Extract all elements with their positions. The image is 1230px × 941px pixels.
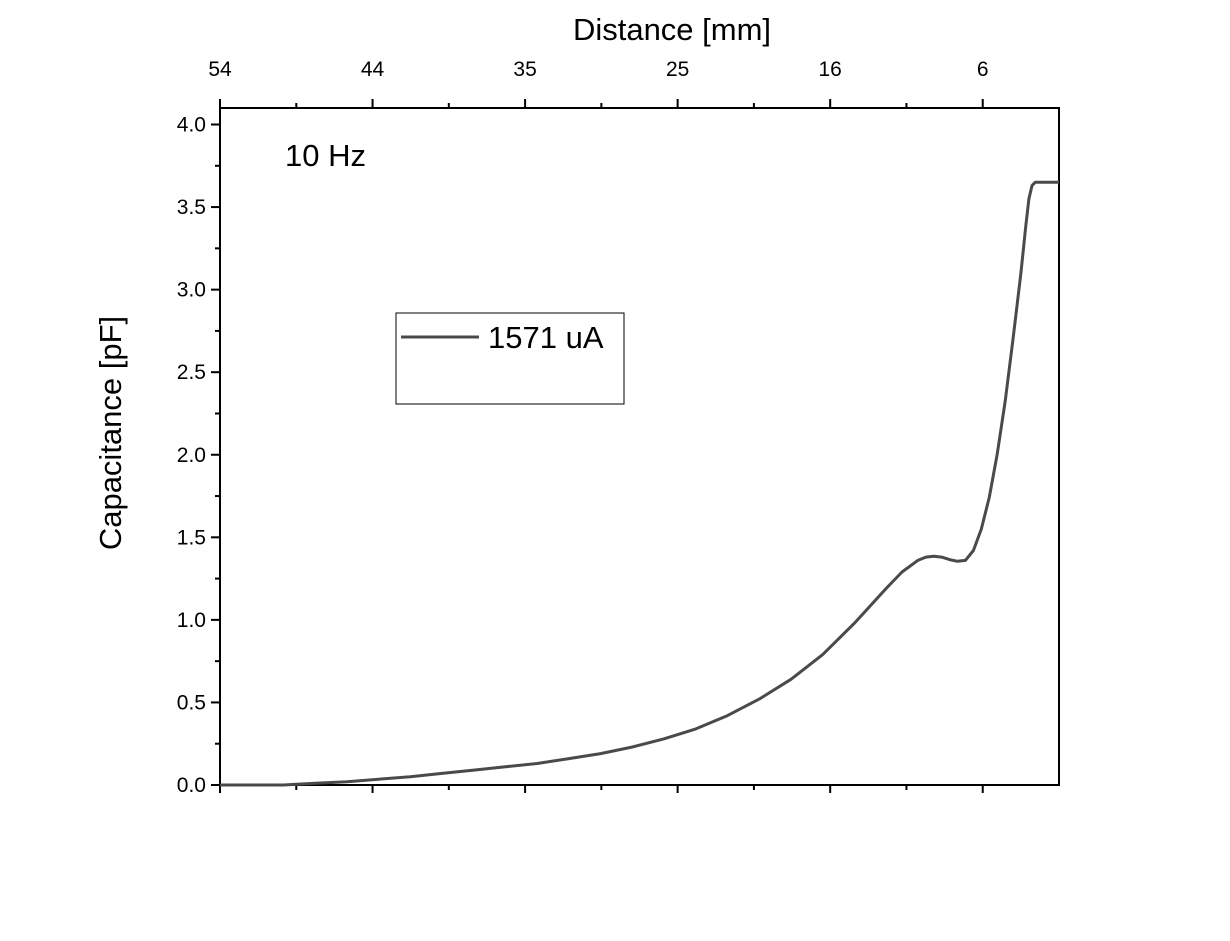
x-axis-title: Distance [mm]	[573, 12, 771, 47]
legend-box	[395, 312, 625, 405]
y-tick-label: 3.0	[177, 279, 206, 302]
x-tick-label: 54	[208, 58, 232, 81]
y-tick-label: 2.5	[177, 361, 206, 384]
x-tick-label: 6	[977, 58, 989, 81]
y-tick-label: 1.5	[177, 526, 206, 549]
axes-layer	[219, 107, 1060, 786]
legend: 1571 uA	[395, 312, 625, 405]
x-tick-label: 16	[819, 58, 842, 81]
legend-label: 1571 uA	[488, 320, 604, 355]
y-tick-label: 4.0	[177, 114, 206, 137]
x-tick-label: 44	[361, 58, 385, 81]
y-tick-label: 1.0	[177, 609, 206, 632]
y-tick-label: 2.0	[177, 444, 206, 467]
y-axis-title: Capacitance [pF]	[93, 316, 128, 550]
y-tick-label: 0.5	[177, 691, 206, 714]
frequency-annotation: 10 Hz	[285, 138, 366, 173]
plot-frame	[219, 107, 1060, 786]
y-tick-label: 3.5	[177, 196, 206, 219]
ticks-layer: 0.0 0.5 1.0 1.5 2.0 2.5 3.0 3.5 4.0 54 44 35 25 16 6	[177, 58, 989, 797]
series-layer	[220, 180, 1059, 787]
series-line	[220, 180, 1059, 787]
y-tick-label: 0.0	[177, 774, 206, 797]
x-tick-label: 35	[513, 58, 536, 81]
x-tick-label: 25	[666, 58, 689, 81]
